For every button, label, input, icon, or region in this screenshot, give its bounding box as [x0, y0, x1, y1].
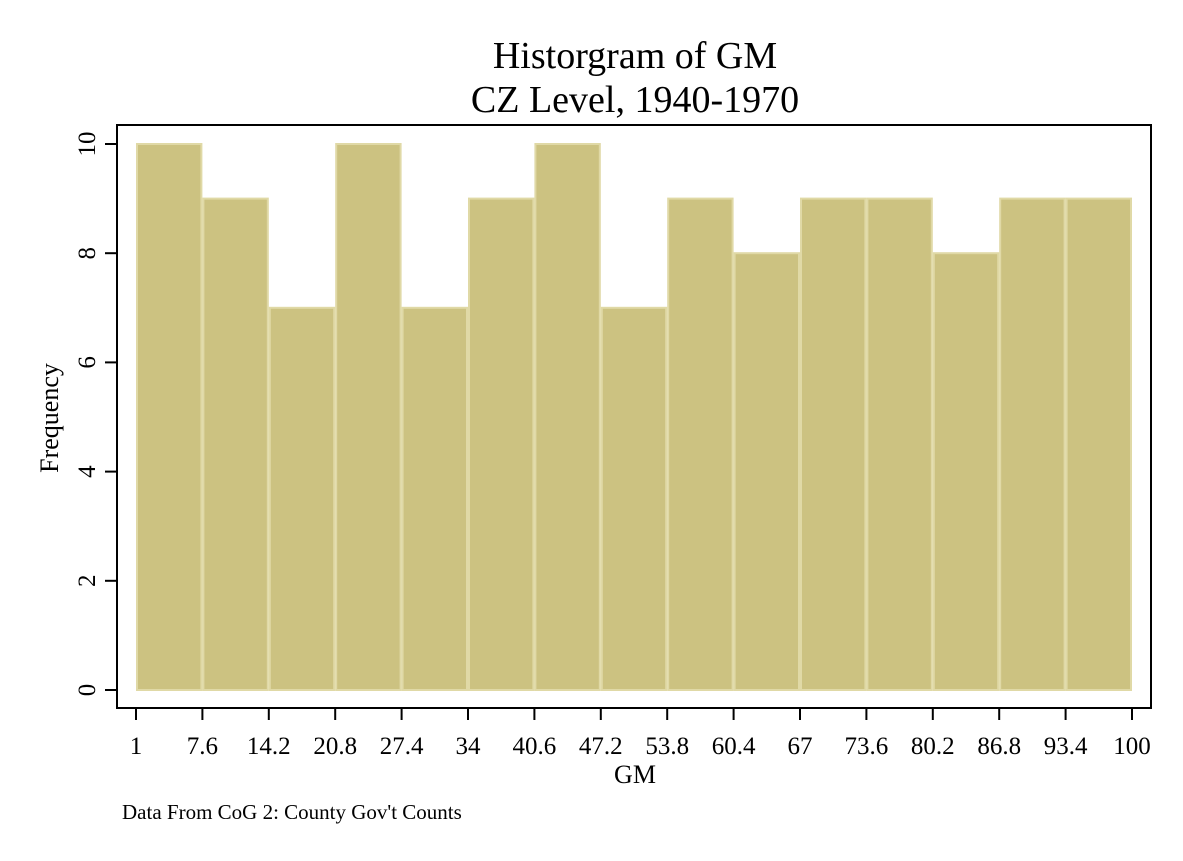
histogram-bar — [401, 306, 469, 691]
histogram-bar — [136, 143, 203, 691]
x-tick-label: 60.4 — [712, 733, 756, 760]
x-tick-label: 73.6 — [845, 733, 889, 760]
y-tick-label: 0 — [74, 684, 101, 697]
y-tick-label: 6 — [74, 356, 101, 369]
x-tick-label: 20.8 — [313, 733, 357, 760]
x-tick-label: 86.8 — [977, 733, 1021, 760]
x-tick-label: 67 — [788, 733, 813, 760]
x-tick-label: 80.2 — [911, 733, 955, 760]
source-note: Data From CoG 2: County Gov't Counts — [122, 800, 462, 824]
histogram-bar — [866, 197, 933, 691]
y-axis: 0 2 4 6 8 10 — [74, 132, 118, 697]
y-tick-label: 10 — [74, 132, 101, 157]
histogram-bar — [268, 306, 336, 691]
histogram-bar — [202, 197, 269, 691]
histogram-bar — [999, 197, 1066, 691]
x-tick-label: 27.4 — [380, 733, 424, 760]
x-axis-label: GM — [614, 760, 656, 789]
histogram-bar — [600, 306, 668, 691]
x-tick-label: 14.2 — [247, 733, 291, 760]
histogram-bar — [1065, 197, 1132, 691]
chart-subtitle: CZ Level, 1940-1970 — [470, 79, 800, 121]
x-tick-label: 47.2 — [579, 733, 623, 760]
x-tick-label: 7.6 — [187, 733, 218, 760]
histogram-bar — [932, 252, 1000, 691]
x-axis: 1 7.6 14.2 20.8 27.4 34 40.6 47.2 53.8 60.4 67 73.6… — [130, 707, 1151, 760]
histogram-bar — [534, 143, 601, 691]
histogram-bar — [468, 197, 535, 691]
x-tick-label: 1 — [130, 733, 143, 760]
x-tick-label: 100 — [1113, 733, 1151, 760]
x-tick-label: 53.8 — [645, 733, 689, 760]
histogram-bar — [800, 197, 867, 691]
histogram-bar — [335, 143, 402, 691]
y-axis-label: Frequency — [35, 363, 64, 473]
x-tick-label: 93.4 — [1044, 733, 1088, 760]
x-tick-label: 34 — [456, 733, 482, 760]
y-tick-label: 8 — [74, 247, 101, 260]
x-tick-label: 40.6 — [513, 733, 557, 760]
y-tick-label: 4 — [74, 465, 101, 478]
bars-group — [136, 143, 1132, 691]
chart-title: Historgram of GM — [492, 35, 778, 77]
histogram-bar — [733, 252, 800, 691]
histogram-bar — [667, 197, 734, 691]
y-tick-label: 2 — [74, 575, 101, 588]
